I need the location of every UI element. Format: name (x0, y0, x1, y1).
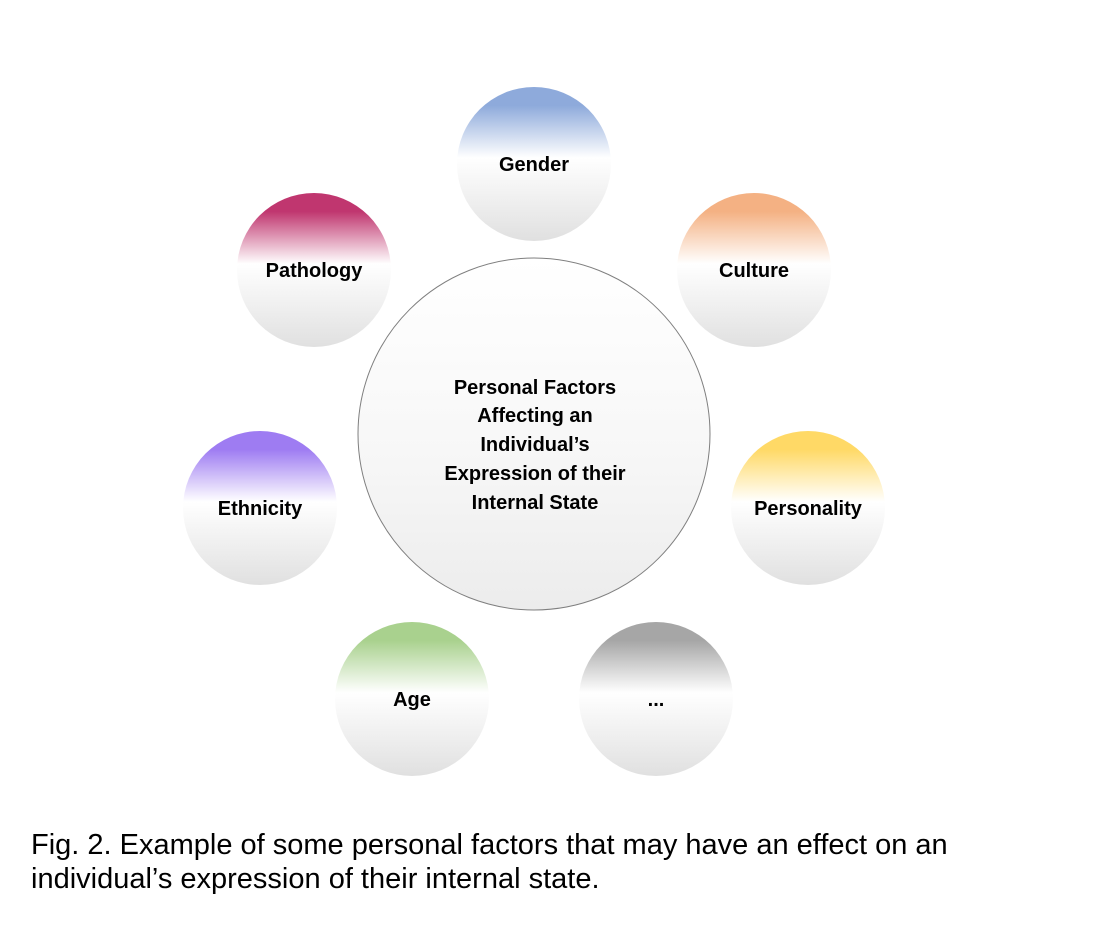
center-label-line: Internal State (472, 492, 599, 514)
factor-node-gender: Gender (457, 87, 611, 241)
factor-circle (335, 622, 489, 776)
factor-circle (237, 193, 391, 347)
factor-node-pathology: Pathology (237, 193, 391, 347)
factor-node-ethnicity: Ethnicity (183, 431, 337, 585)
factor-label: Personality (754, 498, 863, 520)
factor-node-personality: Personality (731, 431, 885, 585)
factor-circle (579, 622, 733, 776)
factor-node-culture: Culture (677, 193, 831, 347)
factor-label: Gender (499, 154, 569, 176)
factor-node-age: Age (335, 622, 489, 776)
factor-label: ... (648, 689, 665, 711)
factor-nodes: Gender Culture Personality... Age Ethnicity P… (183, 87, 885, 776)
center-label-line: Individual’s (480, 434, 589, 456)
center-node: Personal Factors Affecting an Individual… (357, 257, 711, 611)
factor-circle (731, 431, 885, 585)
factor-circle (457, 87, 611, 241)
factors-diagram: Personal Factors Affecting an Individual… (183, 87, 885, 776)
factor-label: Ethnicity (218, 498, 303, 520)
factor-label: Culture (719, 260, 789, 282)
center-label-line: Expression of their (444, 463, 625, 485)
figure-caption: Fig. 2. Example of some personal factors… (31, 829, 948, 895)
center-circle (357, 257, 711, 611)
factor-label: Pathology (266, 260, 364, 282)
factor-circle (677, 193, 831, 347)
factor-label: Age (393, 689, 431, 711)
factor-node-more: ... (579, 622, 733, 776)
center-label-line: Personal Factors (454, 377, 616, 399)
center-label-line: Affecting an (477, 405, 593, 427)
factor-circle (183, 431, 337, 585)
